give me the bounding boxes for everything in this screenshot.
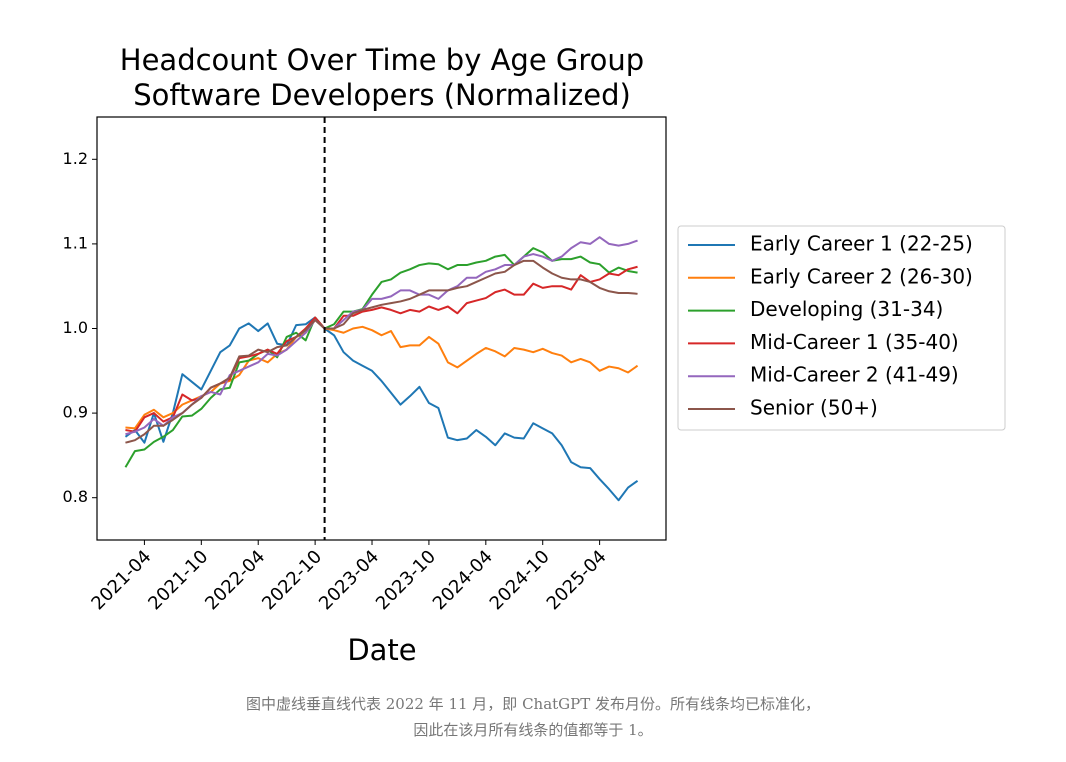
y-tick-label: 1.2 [63,149,88,168]
chart-title: Headcount Over Time by Age Group [120,43,644,77]
legend-label: Mid-Career 1 (35-40) [750,330,959,354]
x-axis-label: Date [347,633,416,667]
y-tick-label: 0.9 [63,403,88,422]
plot-frame [96,116,667,541]
caption: 因此在该月所有线条的值都等于 1。 [413,721,652,739]
x-tick-label: 2021-10 [144,546,212,614]
y-tick-label: 0.8 [63,487,88,506]
x-tick-label: 2022-10 [258,546,326,614]
x-tick-label: 2022-04 [201,546,269,614]
legend-label: Early Career 1 (22-25) [750,232,973,256]
legend-label: Mid-Career 2 (41-49) [750,363,959,387]
x-tick-label: 2024-04 [429,546,497,614]
series-line [125,319,639,430]
legend-box [677,225,1006,431]
x-tick-label: 2024-10 [486,546,554,614]
legend-label: Senior (50+) [750,396,878,420]
series-line [125,236,638,436]
series-line [124,316,639,502]
y-tick-label: 1.0 [63,318,88,337]
x-tick-label: 2023-10 [372,546,440,614]
series-line [125,259,638,444]
x-tick-label: 2023-04 [315,546,383,614]
legend-label: Developing (31-34) [750,297,943,321]
x-tick-label: 2025-04 [543,546,611,614]
caption: 图中虚线垂直线代表 2022 年 11 月，即 ChatGPT 发布月份。所有线… [246,695,820,713]
legend-label: Early Career 2 (26-30) [750,264,973,288]
y-tick-label: 1.1 [63,233,88,252]
series-line [124,247,638,468]
x-tick-label: 2021-04 [87,546,155,614]
chart-title: Software Developers (Normalized) [133,78,631,112]
